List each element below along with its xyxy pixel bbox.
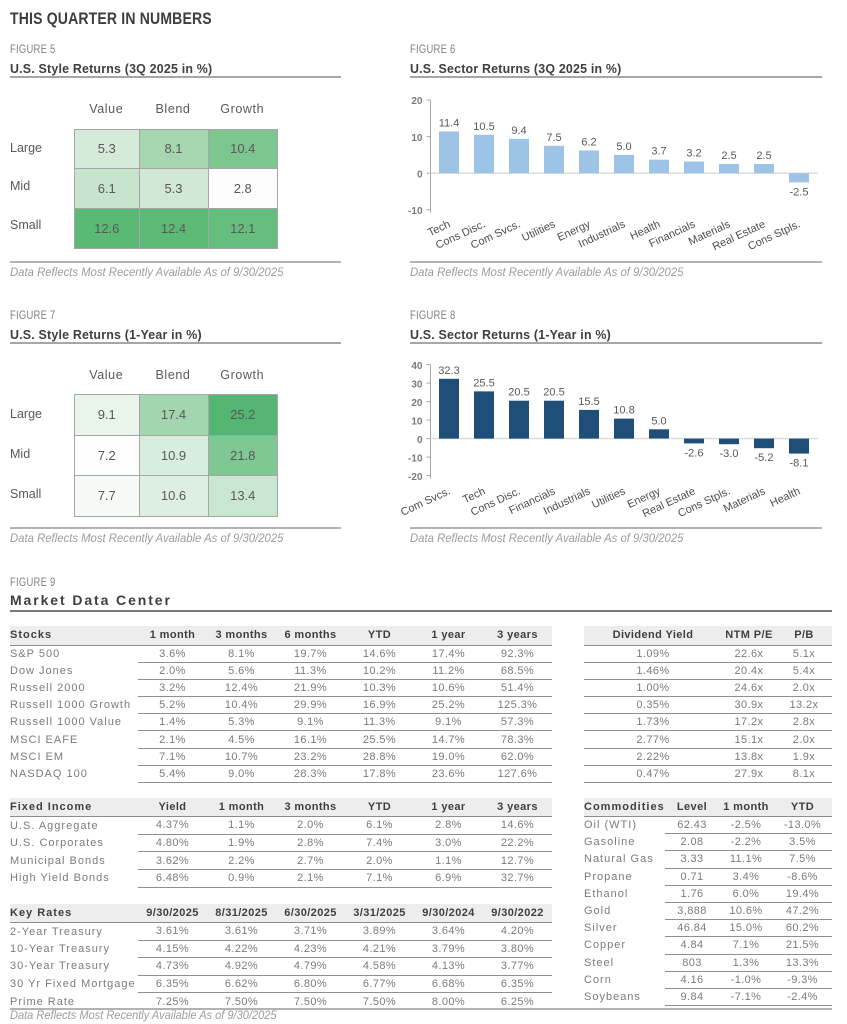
svg-text:40: 40 bbox=[411, 361, 423, 372]
svg-text:-2.6: -2.6 bbox=[685, 447, 704, 459]
svg-text:Health: Health bbox=[768, 485, 802, 509]
svg-text:-2.5: -2.5 bbox=[790, 186, 809, 198]
svg-text:30: 30 bbox=[411, 379, 423, 390]
svg-text:7.5: 7.5 bbox=[546, 132, 561, 144]
svg-text:Utilities: Utilities bbox=[590, 485, 628, 511]
svg-text:3.2: 3.2 bbox=[686, 148, 701, 160]
svg-text:0: 0 bbox=[417, 169, 423, 180]
svg-text:2.5: 2.5 bbox=[721, 150, 736, 162]
svg-text:10: 10 bbox=[411, 133, 423, 144]
svg-text:25.5: 25.5 bbox=[473, 377, 494, 389]
svg-text:-10: -10 bbox=[408, 206, 423, 217]
svg-text:6.2: 6.2 bbox=[581, 137, 596, 149]
svg-text:-5.2: -5.2 bbox=[755, 452, 774, 464]
svg-text:11.4: 11.4 bbox=[439, 118, 460, 130]
svg-text:-8.1: -8.1 bbox=[790, 458, 809, 470]
svg-text:3.7: 3.7 bbox=[651, 146, 666, 158]
svg-text:9.4: 9.4 bbox=[511, 125, 526, 137]
svg-text:-10: -10 bbox=[408, 453, 423, 464]
svg-text:32.3: 32.3 bbox=[438, 365, 459, 377]
svg-text:10.8: 10.8 bbox=[613, 405, 634, 417]
svg-text:20: 20 bbox=[411, 96, 423, 107]
svg-text:Com Svcs.: Com Svcs. bbox=[399, 485, 452, 518]
svg-text:2.5: 2.5 bbox=[756, 150, 771, 162]
svg-text:5.0: 5.0 bbox=[616, 141, 631, 153]
svg-text:20.5: 20.5 bbox=[543, 387, 564, 399]
svg-text:20: 20 bbox=[411, 398, 423, 409]
svg-text:10.5: 10.5 bbox=[473, 121, 494, 133]
svg-text:5.0: 5.0 bbox=[651, 415, 666, 427]
svg-text:15.5: 15.5 bbox=[578, 396, 599, 408]
svg-text:-3.0: -3.0 bbox=[720, 448, 739, 460]
svg-text:10: 10 bbox=[411, 416, 423, 427]
svg-text:0: 0 bbox=[417, 435, 423, 446]
svg-text:-20: -20 bbox=[408, 472, 423, 483]
svg-text:20.5: 20.5 bbox=[508, 387, 529, 399]
svg-text:Utilities: Utilities bbox=[520, 218, 558, 244]
